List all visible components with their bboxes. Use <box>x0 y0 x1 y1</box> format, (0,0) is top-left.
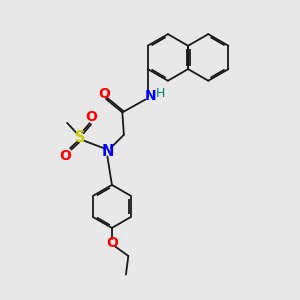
Text: O: O <box>98 88 110 101</box>
Text: O: O <box>85 110 97 124</box>
Text: S: S <box>75 130 86 145</box>
Text: O: O <box>106 236 118 250</box>
Text: H: H <box>156 87 165 100</box>
Text: O: O <box>60 149 72 163</box>
Text: N: N <box>101 144 114 159</box>
Text: N: N <box>145 89 157 103</box>
